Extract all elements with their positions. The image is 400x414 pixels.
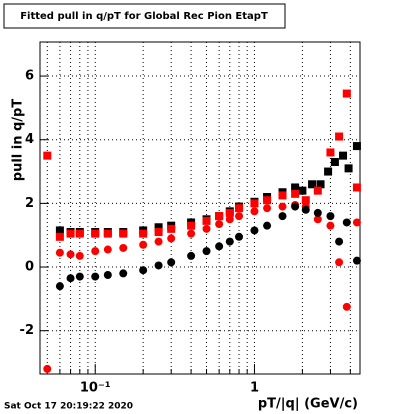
circle-marker [91,247,100,256]
square-marker [326,148,335,157]
square-marker [291,189,300,198]
circle-marker [202,224,211,233]
square-marker [103,229,112,238]
circle-marker [342,218,351,227]
circle-marker [225,215,234,224]
circle-marker [335,258,344,267]
square-marker [43,151,52,160]
square-marker [308,180,317,189]
circle-marker [313,215,322,224]
x-tick-label: 10⁻¹ [80,381,111,396]
circle-marker [167,234,176,243]
title-box [3,3,286,29]
circle-marker [235,212,244,221]
circle-marker [103,245,112,254]
square-marker [202,216,211,225]
circle-marker [215,242,224,251]
y-tick-label: 4 [25,132,34,147]
circle-marker [154,237,163,246]
circle-marker [139,266,148,275]
circle-marker [313,208,322,217]
square-marker [344,164,353,173]
chart-title: Fitted pull in q/pT for Global Rec Pion … [20,11,268,22]
circle-marker [278,212,287,221]
square-marker [278,191,287,200]
circle-marker [215,220,224,229]
x-axis-label: pT/|q| (GeV/c) [258,397,358,412]
circle-marker [187,229,196,238]
square-marker [119,229,128,238]
circle-marker [326,221,335,230]
circle-marker [43,364,52,373]
square-marker [335,132,344,141]
square-marker [55,226,64,235]
y-tick-label: 2 [25,196,34,211]
circle-marker [225,237,234,246]
circle-marker [263,204,272,213]
plot-frame [39,41,361,375]
circle-marker [75,272,84,281]
circle-marker [187,251,196,260]
circle-marker [91,272,100,281]
square-marker [139,229,148,238]
x-tick-label: 1 [250,381,259,396]
footer: Sat Oct 17 20:19:22 2020 [4,402,133,412]
square-marker [352,183,361,192]
circle-marker [154,261,163,270]
square-marker [324,167,333,176]
y-tick-label: 6 [25,69,34,84]
circle-marker [55,282,64,291]
circle-marker [55,248,64,257]
circle-marker [278,202,287,211]
circle-marker [139,240,148,249]
square-marker [215,212,224,221]
circle-marker [335,237,344,246]
square-marker [313,186,322,195]
circle-marker [103,271,112,280]
y-tick-label: -2 [20,323,34,338]
circle-marker [326,212,335,221]
square-marker [187,221,196,230]
square-marker [291,183,300,192]
circle-marker [352,218,361,227]
square-marker [316,180,325,189]
square-marker [55,232,64,241]
circle-marker [291,202,300,211]
circle-marker [202,247,211,256]
circle-marker [119,243,128,252]
square-marker [330,158,339,167]
circle-marker [66,274,75,283]
circle-marker [235,232,244,241]
circle-marker [352,256,361,265]
square-marker [225,208,234,217]
circle-marker [301,205,310,214]
square-marker [91,229,100,238]
circle-marker [250,207,259,216]
square-marker [342,89,351,98]
square-marker [250,199,259,208]
circle-marker [66,250,75,259]
y-tick-label: 0 [25,260,34,275]
y-axis-label: pull in q/pT [11,99,26,182]
square-marker [352,142,361,151]
square-marker [154,223,163,232]
square-marker [66,229,75,238]
circle-marker [263,221,272,230]
square-marker [301,196,310,205]
circle-marker [167,258,176,267]
square-marker [167,224,176,233]
square-marker [263,196,272,205]
circle-marker [75,251,84,260]
square-marker [298,186,307,195]
circle-marker [250,226,259,235]
circle-marker [119,269,128,278]
square-marker [339,151,348,160]
square-marker [154,228,163,237]
square-marker [75,229,84,238]
square-marker [235,204,244,213]
circle-marker [342,302,351,311]
